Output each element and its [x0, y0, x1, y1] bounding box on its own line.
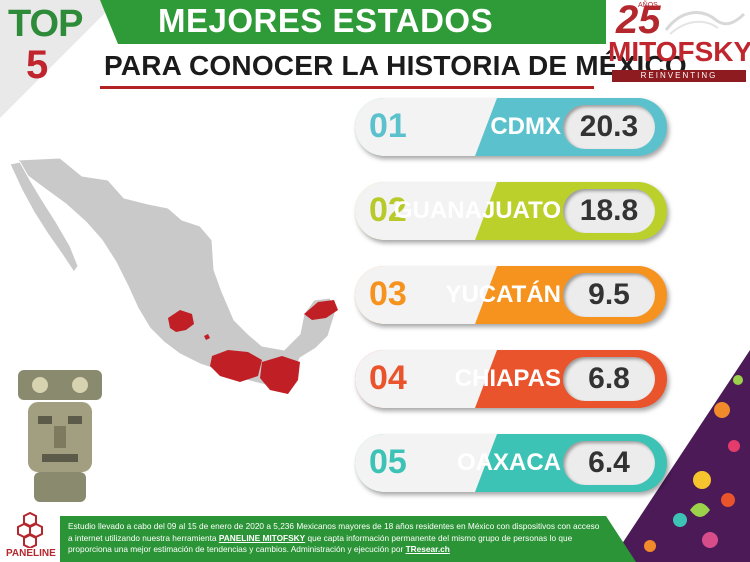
value-label: 6.4 — [563, 441, 655, 485]
corner-triangle — [0, 0, 118, 118]
rank-panel-cut — [475, 266, 497, 324]
rank-panel-cut — [475, 434, 497, 492]
rank-panel — [355, 266, 475, 324]
value-label: 6.8 — [563, 357, 655, 401]
rank-panel-cut — [475, 182, 497, 240]
footer-text-part1: Estudio llevado a cabo del 09 al 15 de e… — [68, 521, 600, 543]
ranking-row: 01 CDMX 20.3 — [355, 98, 667, 156]
top-number: 5 — [26, 43, 49, 87]
paneline-logo: PANELINE — [4, 511, 60, 562]
rank-label: 05 — [369, 443, 407, 481]
footer-note: Estudio llevado a cabo del 09 al 15 de e… — [60, 516, 606, 562]
logo-years: 25 — [616, 0, 661, 42]
title-bar — [118, 0, 606, 44]
baja-california — [9, 161, 79, 273]
rank-panel — [355, 434, 475, 492]
footer-text-part2: que capta información permanente del mis… — [68, 532, 573, 555]
footer-executor-link[interactable]: TResear.ch — [405, 544, 450, 554]
value-label: 9.5 — [563, 273, 655, 317]
logo-brand: MITOFSKY — [608, 36, 750, 67]
category-label: OAXACA — [456, 449, 561, 476]
mayan-mask-icon — [18, 370, 102, 502]
title-notch — [100, 0, 118, 44]
category-label: GUANAJUATO — [393, 197, 561, 224]
rank-label: 04 — [369, 359, 407, 397]
mitofsky-logo: 25 AÑOS MITOFSKY REINVENTING RESEARCH — [606, 0, 750, 92]
rank-panel — [355, 182, 475, 240]
category-label: CDMX — [490, 113, 561, 140]
footer-tool-name: PANELINE MITOFSKY — [218, 532, 306, 543]
logo-tagline: REINVENTING RESEARCH — [612, 70, 746, 92]
ranking-row: 05 OAXACA 6.4 — [355, 434, 667, 492]
top-text: TOP — [8, 3, 83, 45]
footer-notch — [606, 516, 636, 562]
state-guanajuato — [168, 310, 194, 332]
state-chiapas — [260, 356, 300, 394]
logo-years-label: AÑOS — [638, 2, 658, 9]
rank-label: 01 — [369, 107, 407, 145]
category-label: YUCATÁN — [445, 281, 561, 308]
state-oaxaca — [210, 350, 262, 382]
rank-panel — [355, 98, 475, 156]
page-subtitle: PARA CONOCER LA HISTORIA DE MÉXICO — [104, 50, 687, 81]
top5-label: TOP 5 — [8, 3, 83, 87]
rank-label: 03 — [369, 275, 407, 313]
rank-panel — [355, 350, 475, 408]
rank-label: 02 — [369, 191, 407, 229]
title-underline — [100, 86, 594, 89]
state-cdmx — [204, 334, 210, 340]
category-label: CHIAPAS — [454, 365, 561, 392]
logo-swirl-icon — [664, 11, 746, 35]
rank-panel-cut — [475, 350, 497, 408]
ranking-row: 03 YUCATÁN 9.5 — [355, 266, 667, 324]
paneline-label: PANELINE — [6, 548, 56, 559]
page-title: MEJORES ESTADOS — [158, 2, 494, 39]
mexico-map — [9, 157, 338, 394]
ranking-row: 04 CHIAPAS 6.8 — [355, 350, 667, 408]
state-yucatan — [304, 300, 338, 320]
value-label: 20.3 — [563, 105, 655, 149]
footer-text: Estudio llevado a cabo del 09 al 15 de e… — [68, 521, 602, 556]
paneline-hexagon-icon — [17, 511, 43, 550]
value-label: 18.8 — [563, 189, 655, 233]
decorative-confetti — [610, 350, 750, 562]
rank-panel-cut — [475, 98, 497, 156]
mexico-mainland — [17, 157, 337, 387]
ranking-row: 02 GUANAJUATO 18.8 — [355, 182, 667, 240]
